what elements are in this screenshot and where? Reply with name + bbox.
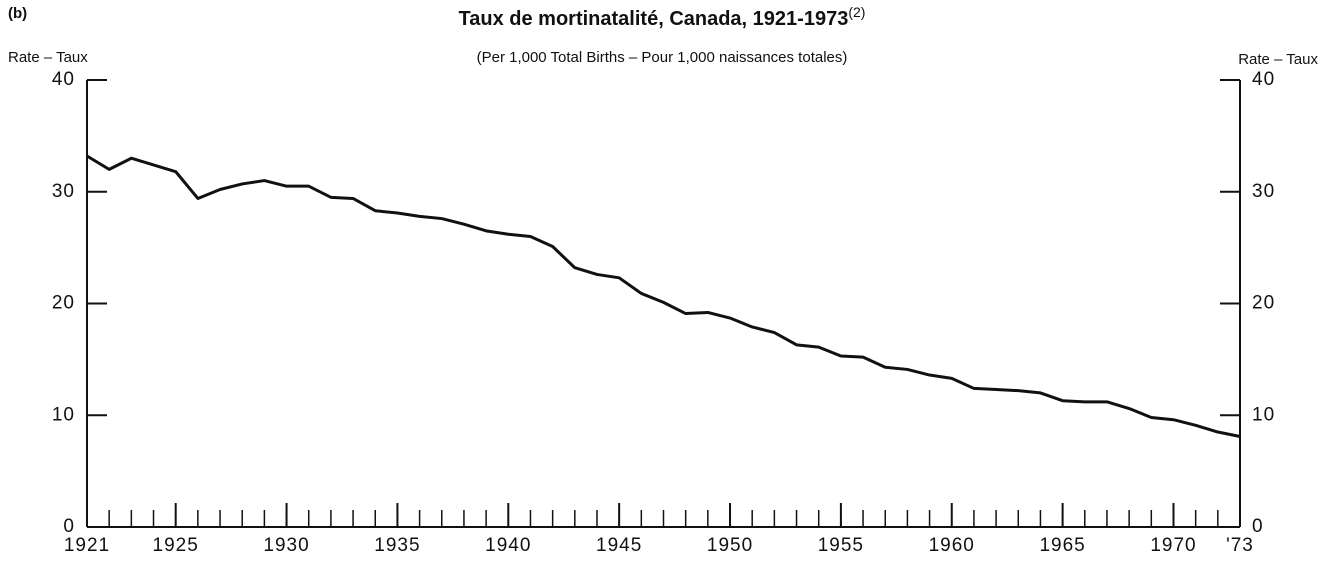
y-tick-label: 0 (63, 516, 75, 537)
x-tick-label: 1935 (374, 535, 420, 556)
y2-tick-label: 30 (1252, 181, 1275, 202)
title-note: (2) (848, 4, 865, 20)
x-tick-label: 1930 (263, 535, 309, 556)
x-tick-label: 1960 (929, 535, 975, 556)
x-tick-label: 1925 (153, 535, 199, 556)
y-tick-label: 40 (52, 69, 75, 90)
x-tick-label: 1965 (1039, 535, 1085, 556)
x-tick-label: 1921 (64, 535, 110, 556)
chart-title: Taux de mortinatalité, Canada, 1921-1973… (459, 4, 866, 31)
y-tick-label: 30 (52, 181, 75, 202)
y-axis-label: Rate – Taux (8, 49, 88, 66)
x-tick-label: 1940 (485, 535, 531, 556)
panel-label: (b) (8, 5, 27, 22)
y2-tick-label: 0 (1252, 516, 1264, 537)
chart-subtitle: (Per 1,000 Total Births – Pour 1,000 nai… (477, 49, 848, 66)
y-tick-label: 10 (52, 404, 75, 425)
x-tick-label: 1945 (596, 535, 642, 556)
x-tick-label: '73 (1226, 535, 1254, 556)
y2-tick-label: 20 (1252, 293, 1275, 314)
title-text: Taux de mortinatalité, Canada, 1921-1973 (459, 8, 849, 30)
x-tick-label: 1950 (707, 535, 753, 556)
y2-axis-label: Rate – Taux (1238, 51, 1318, 68)
y2-tick-label: 40 (1252, 69, 1275, 90)
y-tick-label: 20 (52, 293, 75, 314)
x-tick-label: 1970 (1150, 535, 1196, 556)
y2-tick-label: 10 (1252, 404, 1275, 425)
data-line (86, 154, 1241, 438)
x-tick-label: 1955 (818, 535, 864, 556)
